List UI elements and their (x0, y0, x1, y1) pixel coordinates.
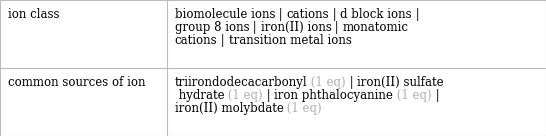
Text: |: | (217, 34, 229, 47)
Text: iron phthalocyanine: iron phthalocyanine (274, 89, 393, 102)
Text: iron(II) ions: iron(II) ions (260, 21, 331, 34)
Text: (1 eq): (1 eq) (393, 89, 432, 102)
Text: cations: cations (175, 34, 217, 47)
Text: |: | (331, 21, 343, 34)
Text: iron(II) molybdate: iron(II) molybdate (175, 102, 283, 115)
Text: monatomic: monatomic (343, 21, 409, 34)
Text: |: | (249, 21, 260, 34)
Text: |: | (263, 89, 274, 102)
Text: (1 eq): (1 eq) (283, 102, 322, 115)
Text: (1 eq): (1 eq) (307, 76, 346, 89)
Text: |: | (412, 8, 420, 21)
Text: ion class: ion class (8, 8, 60, 21)
Text: (1 eq): (1 eq) (224, 89, 263, 102)
Text: |: | (275, 8, 287, 21)
Text: d block ions: d block ions (340, 8, 412, 21)
Text: group 8 ions: group 8 ions (175, 21, 249, 34)
Text: transition metal ions: transition metal ions (229, 34, 352, 47)
Text: |: | (329, 8, 340, 21)
Text: triirondodecacarbonyl: triirondodecacarbonyl (175, 76, 307, 89)
Text: cations: cations (287, 8, 329, 21)
Text: iron(II) sulfate: iron(II) sulfate (357, 76, 444, 89)
Text: biomolecule ions: biomolecule ions (175, 8, 275, 21)
Text: |: | (346, 76, 357, 89)
Text: hydrate: hydrate (175, 89, 224, 102)
Text: |: | (432, 89, 440, 102)
Text: common sources of ion: common sources of ion (8, 76, 145, 89)
